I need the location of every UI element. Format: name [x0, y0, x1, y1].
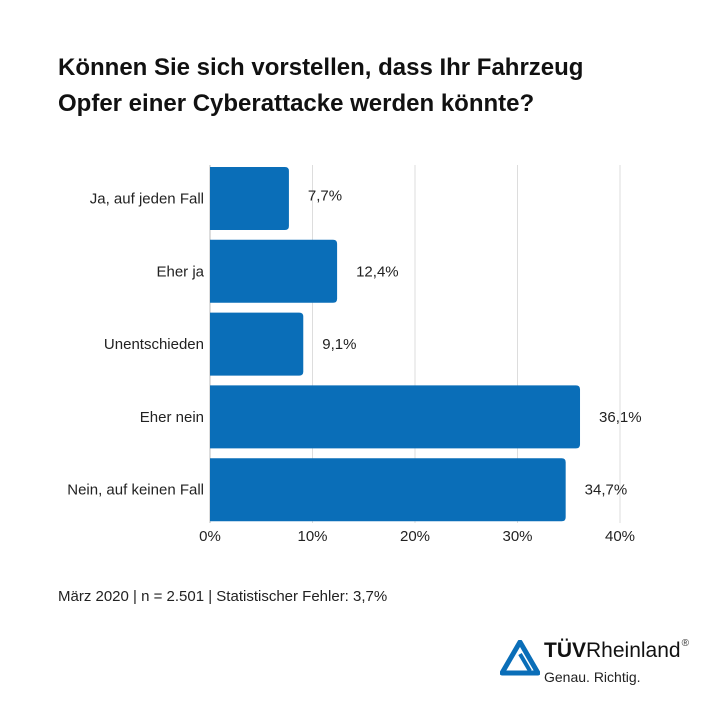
logo-brand-row: TÜVRheinland ® — [544, 638, 689, 664]
data-label: 34,7% — [585, 482, 628, 499]
chart-title: Können Sie sich vorstellen, dass Ihr Fah… — [58, 50, 583, 122]
bar — [210, 312, 304, 376]
bar — [210, 458, 566, 522]
data-label: 36,1% — [599, 409, 642, 426]
category-label: Ja, auf jeden Fall — [90, 191, 204, 208]
logo-registered: ® — [681, 638, 689, 649]
data-label: 12,4% — [356, 263, 399, 280]
logo-tagline: Genau. Richtig. — [544, 669, 641, 685]
tuv-triangle-icon — [500, 640, 540, 676]
logo-brand: TÜVRheinland — [544, 639, 681, 662]
x-tick-label: 20% — [400, 528, 430, 545]
bar — [210, 385, 581, 449]
bar — [210, 239, 338, 303]
title-line-1: Können Sie sich vorstellen, dass Ihr Fah… — [58, 54, 584, 81]
x-tick-label: 30% — [502, 528, 532, 545]
x-tick-label: 40% — [605, 528, 635, 545]
category-label: Unentschieden — [104, 336, 204, 353]
x-tick-label: 10% — [297, 528, 327, 545]
bar — [210, 167, 289, 230]
category-label: Nein, auf keinen Fall — [67, 482, 204, 499]
footnote: März 2020 | n = 2.501 | Statistischer Fe… — [58, 588, 388, 605]
category-label: Eher nein — [140, 409, 204, 426]
bar-chart: 0% 10% 20% 30% 40% Ja, auf jeden Fall 7,7% Eher… — [67, 165, 642, 545]
x-tick-label: 0% — [199, 528, 221, 545]
tuv-rheinland-logo: TÜVRheinland ® Genau. Richtig. — [500, 636, 705, 690]
title-line-2: Opfer einer Cyberattacke werden könnte? — [58, 90, 535, 117]
data-label: 9,1% — [322, 336, 356, 353]
category-label: Eher ja — [156, 263, 204, 280]
data-label: 7,7% — [308, 188, 342, 205]
